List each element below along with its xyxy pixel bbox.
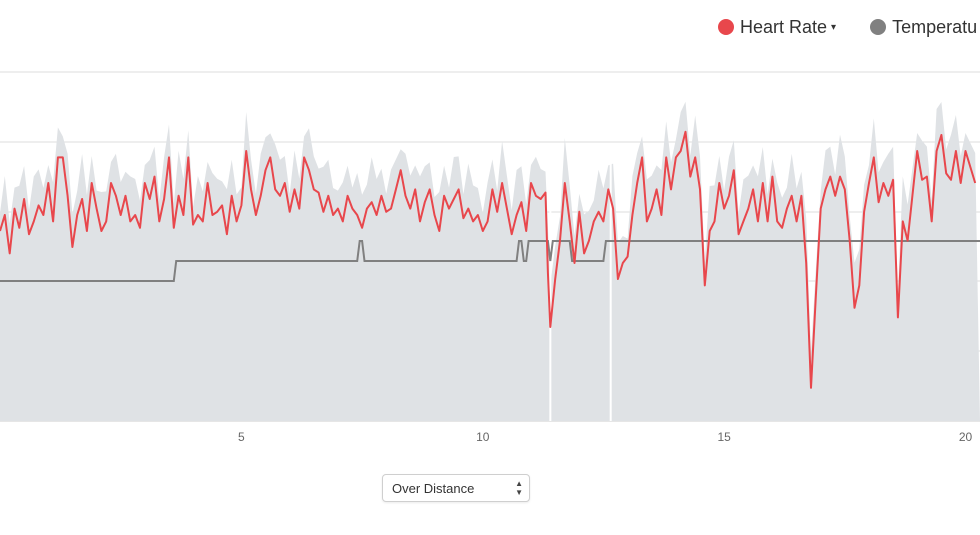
x-tick-label: 5 — [238, 430, 245, 444]
heart-rate-line — [0, 130, 977, 389]
legend-heart-rate[interactable]: Heart Rate ▾ — [718, 17, 836, 38]
legend-heart-rate-label: Heart Rate — [740, 16, 828, 37]
select-arrows-icon: ▲ ▼ — [515, 479, 523, 497]
x-tick-label: 10 — [476, 430, 490, 444]
x-tick-label: 20 — [959, 430, 973, 444]
legend-temperature-label: Temperatu — [892, 16, 978, 37]
temperature-line — [0, 240, 980, 282]
series-lines — [0, 130, 980, 389]
legend-temperature[interactable]: Temperatu — [870, 17, 977, 38]
caret-down-icon[interactable]: ▾ — [831, 21, 837, 33]
heart-rate-dot-icon — [718, 19, 734, 35]
temperature-dot-icon — [870, 19, 887, 35]
x-axis-ticks: 5 10 15 20 — [238, 430, 972, 444]
x-tick-label: 15 — [717, 430, 731, 444]
view-mode-select[interactable]: Over Distance ▲ ▼ — [382, 474, 530, 502]
chart-legend: Heart Rate ▾ Temperatu — [718, 14, 977, 40]
view-mode-select-label: Over Distance — [392, 481, 475, 496]
